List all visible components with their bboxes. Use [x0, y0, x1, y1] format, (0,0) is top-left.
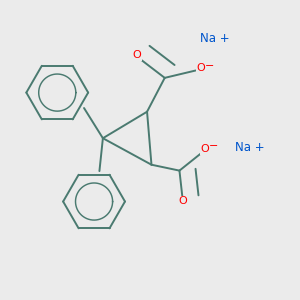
Text: Na +: Na + [235, 141, 265, 154]
Text: Na +: Na + [200, 32, 230, 45]
Text: −: − [208, 142, 218, 152]
Text: O: O [200, 144, 209, 154]
Text: O: O [132, 50, 141, 60]
Text: O: O [178, 196, 187, 206]
Text: −: − [205, 61, 214, 71]
Text: O: O [196, 63, 205, 73]
